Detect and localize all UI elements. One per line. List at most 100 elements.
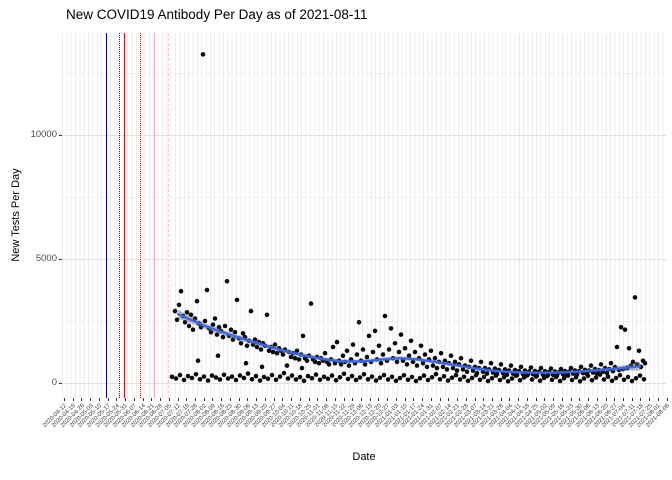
x-tick-mark [570,398,572,401]
data-point [442,358,448,364]
data-point [274,350,280,356]
x-tick-mark [640,398,642,401]
data-point [322,350,328,356]
data-point [394,359,400,365]
x-tick-mark [378,398,380,401]
data-point [234,297,240,303]
x-tick-mark [64,398,65,401]
data-point [577,379,583,384]
data-point [326,362,332,367]
data-point [581,376,587,381]
data-point [518,364,524,370]
data-point [272,342,278,347]
data-point [361,372,367,377]
gridline-major [62,259,666,260]
data-point [397,375,403,381]
x-tick-mark [273,398,275,401]
x-tick-mark [614,398,616,401]
data-point [182,319,188,325]
data-point [437,377,443,382]
data-point [517,378,523,383]
data-point [528,365,534,370]
data-point [261,374,267,380]
x-tick-mark [90,398,92,401]
data-point [243,360,249,366]
data-point [172,308,178,314]
data-point [378,360,384,366]
y-tick-label: 0 [51,377,57,388]
x-tick-mark [657,398,659,401]
data-point [588,363,594,368]
data-point [333,378,339,383]
data-point [402,346,408,351]
data-point [338,362,344,367]
y-axis-title: New Tests Per Day [10,168,22,262]
event-line-pink-dashed [168,33,169,398]
data-point [264,312,270,318]
data-point [396,349,402,355]
data-point [304,358,310,364]
data-point [353,377,359,383]
data-point [484,371,490,376]
data-point [204,287,210,293]
data-point [469,375,475,381]
data-point [317,377,323,383]
data-point [412,349,418,355]
data-point [538,365,544,371]
x-tick-mark [605,398,607,401]
data-point [481,374,487,380]
x-tick-mark [649,398,651,401]
data-point [309,376,315,381]
data-point [217,377,223,382]
event-line-pink-solid [154,33,155,398]
data-point [205,378,211,383]
data-point [212,316,218,321]
x-tick-mark [561,398,563,401]
data-point [270,349,276,355]
data-point [404,362,410,367]
data-point [252,337,258,342]
data-point [369,374,375,379]
event-line-blue-dotted [119,33,120,398]
data-point [248,308,254,314]
x-tick-mark [352,398,354,401]
event-line-blue-solid [106,33,107,398]
data-point [257,378,263,383]
x-tick-mark [247,398,249,401]
data-point [513,373,519,379]
x-tick-mark [238,398,240,401]
data-point [421,373,427,378]
data-point [365,377,371,382]
data-point [568,365,574,371]
x-tick-mark [125,398,127,401]
data-point [362,362,368,367]
data-point [344,348,350,354]
x-tick-mark [168,398,170,401]
data-point [629,378,635,384]
data-point [424,364,430,370]
data-point [417,376,423,381]
data-point [334,339,340,345]
data-point [340,353,346,359]
data-point [321,374,327,380]
data-point [470,368,476,373]
x-tick-mark [81,398,83,401]
x-tick-mark [72,398,74,401]
data-point [297,374,303,380]
x-axis-title: Date [352,451,376,463]
data-point [341,371,347,377]
x-tick-mark [623,398,625,401]
data-point [589,378,595,383]
data-point [245,371,251,376]
x-tick-mark [317,398,319,401]
data-point [292,355,298,361]
x-tick-mark [221,398,223,401]
data-point [202,318,208,324]
data-point [301,378,307,384]
data-point [414,363,420,368]
data-point [288,354,294,360]
data-point [388,326,394,331]
data-point [222,323,228,329]
data-point [354,352,360,357]
x-tick-mark [186,398,188,401]
